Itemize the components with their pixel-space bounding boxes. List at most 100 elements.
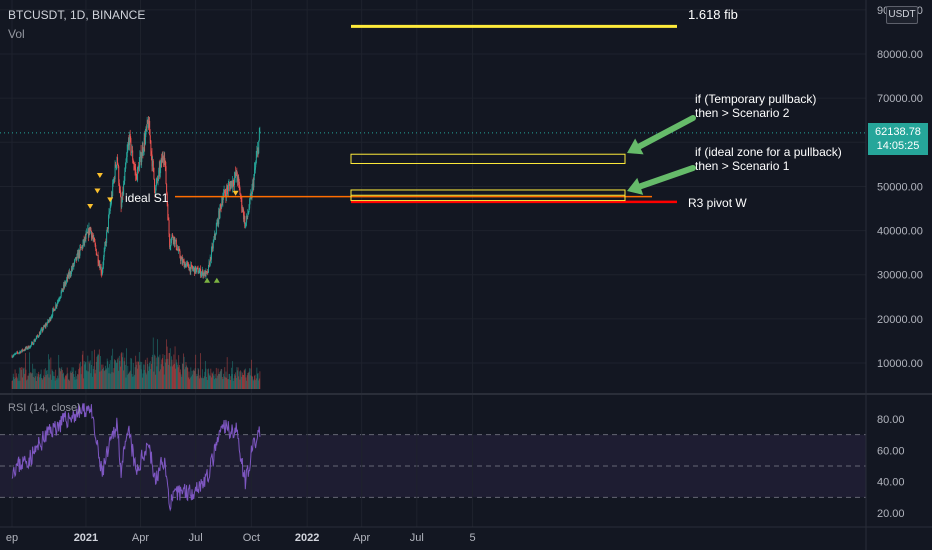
volume-bar [226,357,228,389]
candle-body [93,238,95,239]
candle-body [156,178,158,183]
candle-body [182,260,184,264]
volume-bar [22,367,24,389]
candle-body [155,186,157,196]
volume-bar [181,376,183,389]
ideal-s1-label: ideal S1 [125,191,169,205]
volume-bar [173,354,175,389]
volume-bar [255,380,257,389]
candle-body [103,256,105,266]
volume-bar [189,379,191,389]
volume-bar [35,380,37,389]
volume-bar [72,367,74,389]
candle-body [188,263,189,268]
volume-bar [24,353,26,389]
candle-body [16,352,18,353]
volume-bar [110,373,112,389]
volume-bar [249,375,251,389]
volume-bar [78,363,80,389]
rsi-tick-label: 60.00 [877,445,905,457]
volume-bar [94,349,95,389]
scenario1-line1: if (ideal zone for a pullback) [695,145,842,159]
candle-body [220,204,222,206]
candle-body [29,347,31,349]
volume-bar [60,368,62,389]
candle-body [200,268,202,276]
volume-bar [186,365,187,389]
volume-bar [77,374,79,389]
candle-body [74,260,76,264]
volume-bar [122,352,124,389]
volume-bar [251,375,253,389]
candle-body [206,271,208,273]
candle-body [99,264,101,270]
candle-body [67,276,69,279]
volume-bar [148,370,149,389]
time-tick-label: 2022 [295,532,319,544]
candle-body [181,258,183,264]
volume-bar [195,376,197,389]
candle-body [134,167,136,170]
candle-body [31,343,32,346]
volume-bar [26,379,28,389]
candle-body [116,157,118,165]
volume-bar [15,373,17,389]
price-tick-label: 20000.00 [877,314,923,326]
volume-bar [108,373,110,389]
candle-body [172,234,174,237]
currency-badge[interactable]: USDT [886,6,918,24]
volume-bar [125,377,127,389]
candle-body [74,258,76,261]
candle-body [191,264,192,266]
volume-bar [220,370,221,389]
candle-body [112,182,114,184]
candle-body [88,229,89,237]
volume-bar [90,373,92,389]
volume-bar [238,371,240,389]
candle-body [89,227,91,233]
candle-body [94,241,96,245]
candle-body [246,215,248,223]
candle-body [55,304,57,309]
volume-bar [207,369,209,389]
candle-body [23,350,25,351]
volume-bar [60,371,61,389]
volume-bar [124,364,126,389]
volume-bar [139,365,141,389]
candle-body [229,184,231,186]
volume-bar [214,379,215,389]
volume-bar [137,361,139,389]
volume-bar [239,379,241,389]
volume-bar [112,372,114,389]
volume-bar [243,370,245,389]
volume-bar [184,369,186,389]
candles [11,115,261,359]
candle-body [134,166,136,168]
bar-countdown: 14:05:25 [876,140,920,152]
volume-bar [107,361,109,389]
candle-body [199,268,201,272]
volume-bar [112,348,114,389]
volume-bar [66,367,68,389]
candle-body [17,352,19,354]
candle-body [112,182,114,196]
candle-body [252,182,254,188]
rsi-label: RSI (14, close) [8,402,81,414]
candle-body [229,185,231,190]
volume-bar [158,371,160,389]
volume-bar [178,365,180,389]
candle-body [251,187,253,199]
volume-bar [41,378,43,389]
volume-bar [84,364,86,389]
candle-body [226,187,228,190]
candle-body [212,246,214,249]
candle-body [184,263,186,268]
volume-bar [18,367,20,389]
candle-body [160,159,162,165]
volume-bar [123,370,124,389]
candle-body [35,338,37,341]
candle-body [247,214,249,217]
candle-body [150,140,152,152]
candle-body [178,249,180,251]
